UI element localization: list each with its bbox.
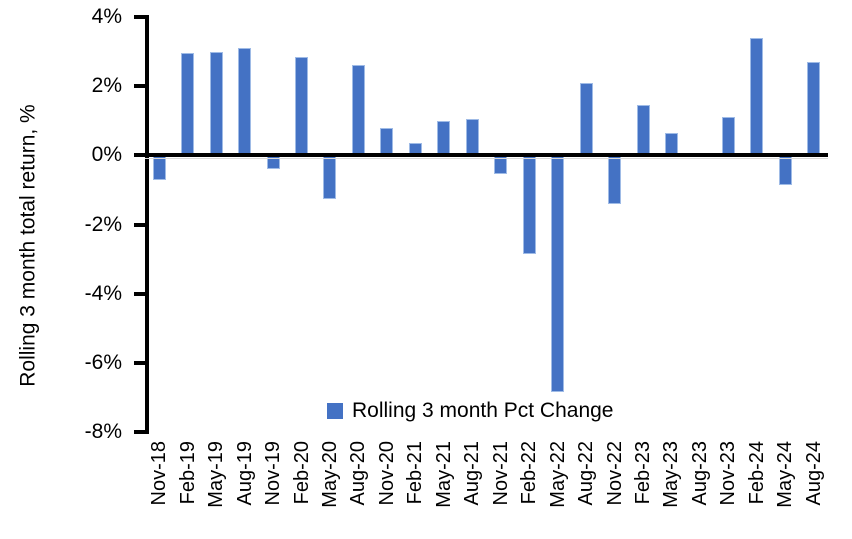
bar-May-20 bbox=[323, 155, 337, 199]
bar-Aug-19 bbox=[238, 48, 252, 156]
y-tick-label: -2% bbox=[84, 212, 122, 236]
x-axis-label: Feb-21 bbox=[404, 441, 427, 505]
bar-Aug-24 bbox=[807, 61, 821, 156]
y-tick-label: 0% bbox=[91, 143, 122, 167]
y-tick-label: 2% bbox=[91, 74, 122, 98]
bar-Feb-22 bbox=[522, 155, 536, 254]
x-axis-label: Feb-22 bbox=[518, 441, 541, 505]
x-axis-label: Feb-20 bbox=[290, 441, 313, 505]
x-axis-label: Aug-21 bbox=[461, 441, 484, 506]
x-axis-label: May-22 bbox=[546, 441, 569, 508]
x-axis-label: Nov-20 bbox=[375, 441, 398, 506]
x-axis-label: May-19 bbox=[205, 441, 228, 508]
x-axis-label: May-23 bbox=[660, 441, 683, 508]
x-axis-label: Aug-22 bbox=[575, 441, 598, 506]
bar-Aug-21 bbox=[465, 119, 479, 156]
x-axis-label: Aug-23 bbox=[688, 441, 711, 506]
x-axis-label: Nov-22 bbox=[603, 441, 626, 506]
x-axis-label: Feb-23 bbox=[632, 441, 655, 505]
y-tick-label: -4% bbox=[84, 281, 122, 305]
bar-May-21 bbox=[437, 120, 451, 156]
x-axis-label: Aug-24 bbox=[802, 441, 825, 506]
y-tick-mark bbox=[134, 84, 145, 89]
y-axis-title: Rolling 3 month total return, % bbox=[16, 104, 40, 387]
x-axis-label: Nov-21 bbox=[489, 441, 512, 506]
x-axis-label: Nov-23 bbox=[717, 441, 740, 506]
legend-swatch-icon bbox=[327, 403, 343, 419]
x-axis-label: May-20 bbox=[318, 441, 341, 508]
y-tick-mark bbox=[134, 430, 145, 434]
y-tick-mark bbox=[134, 222, 145, 227]
bar-Feb-23 bbox=[636, 105, 650, 156]
x-axis-label: Aug-20 bbox=[347, 441, 370, 506]
x-axis-label: Aug-19 bbox=[233, 441, 256, 506]
legend: Rolling 3 month Pct Change bbox=[327, 399, 614, 423]
bar-May-22 bbox=[551, 155, 565, 393]
x-axis-label: May-24 bbox=[774, 441, 797, 508]
legend-label: Rolling 3 month Pct Change bbox=[352, 399, 614, 422]
bar-Nov-20 bbox=[380, 127, 394, 156]
bar-Feb-20 bbox=[295, 56, 309, 156]
bar-May-24 bbox=[778, 155, 792, 185]
bar-Aug-20 bbox=[351, 65, 365, 156]
y-tick-mark bbox=[134, 291, 145, 296]
y-tick-mark bbox=[134, 360, 145, 365]
bar-May-23 bbox=[664, 132, 678, 156]
x-axis-label: Nov-18 bbox=[148, 441, 171, 506]
zero-line-shadow bbox=[145, 158, 828, 160]
y-axis-line bbox=[145, 15, 149, 434]
bar-Feb-24 bbox=[750, 37, 764, 156]
y-tick-label: 4% bbox=[91, 5, 122, 28]
bar-May-19 bbox=[209, 51, 223, 156]
y-tick-mark bbox=[134, 15, 145, 19]
bar-Nov-22 bbox=[608, 155, 622, 204]
x-axis-label: May-21 bbox=[432, 441, 455, 508]
bar-Aug-22 bbox=[579, 82, 593, 156]
y-tick-label: -8% bbox=[84, 420, 122, 443]
bar-Feb-19 bbox=[181, 53, 195, 156]
x-axis-label: Feb-19 bbox=[176, 441, 199, 505]
zero-baseline bbox=[145, 153, 828, 158]
bar-Nov-23 bbox=[721, 117, 735, 156]
y-tick-label: -6% bbox=[84, 350, 122, 374]
x-axis-label: Feb-24 bbox=[745, 441, 768, 505]
y-tick-mark bbox=[134, 153, 145, 158]
x-axis-label: Nov-19 bbox=[262, 441, 285, 506]
